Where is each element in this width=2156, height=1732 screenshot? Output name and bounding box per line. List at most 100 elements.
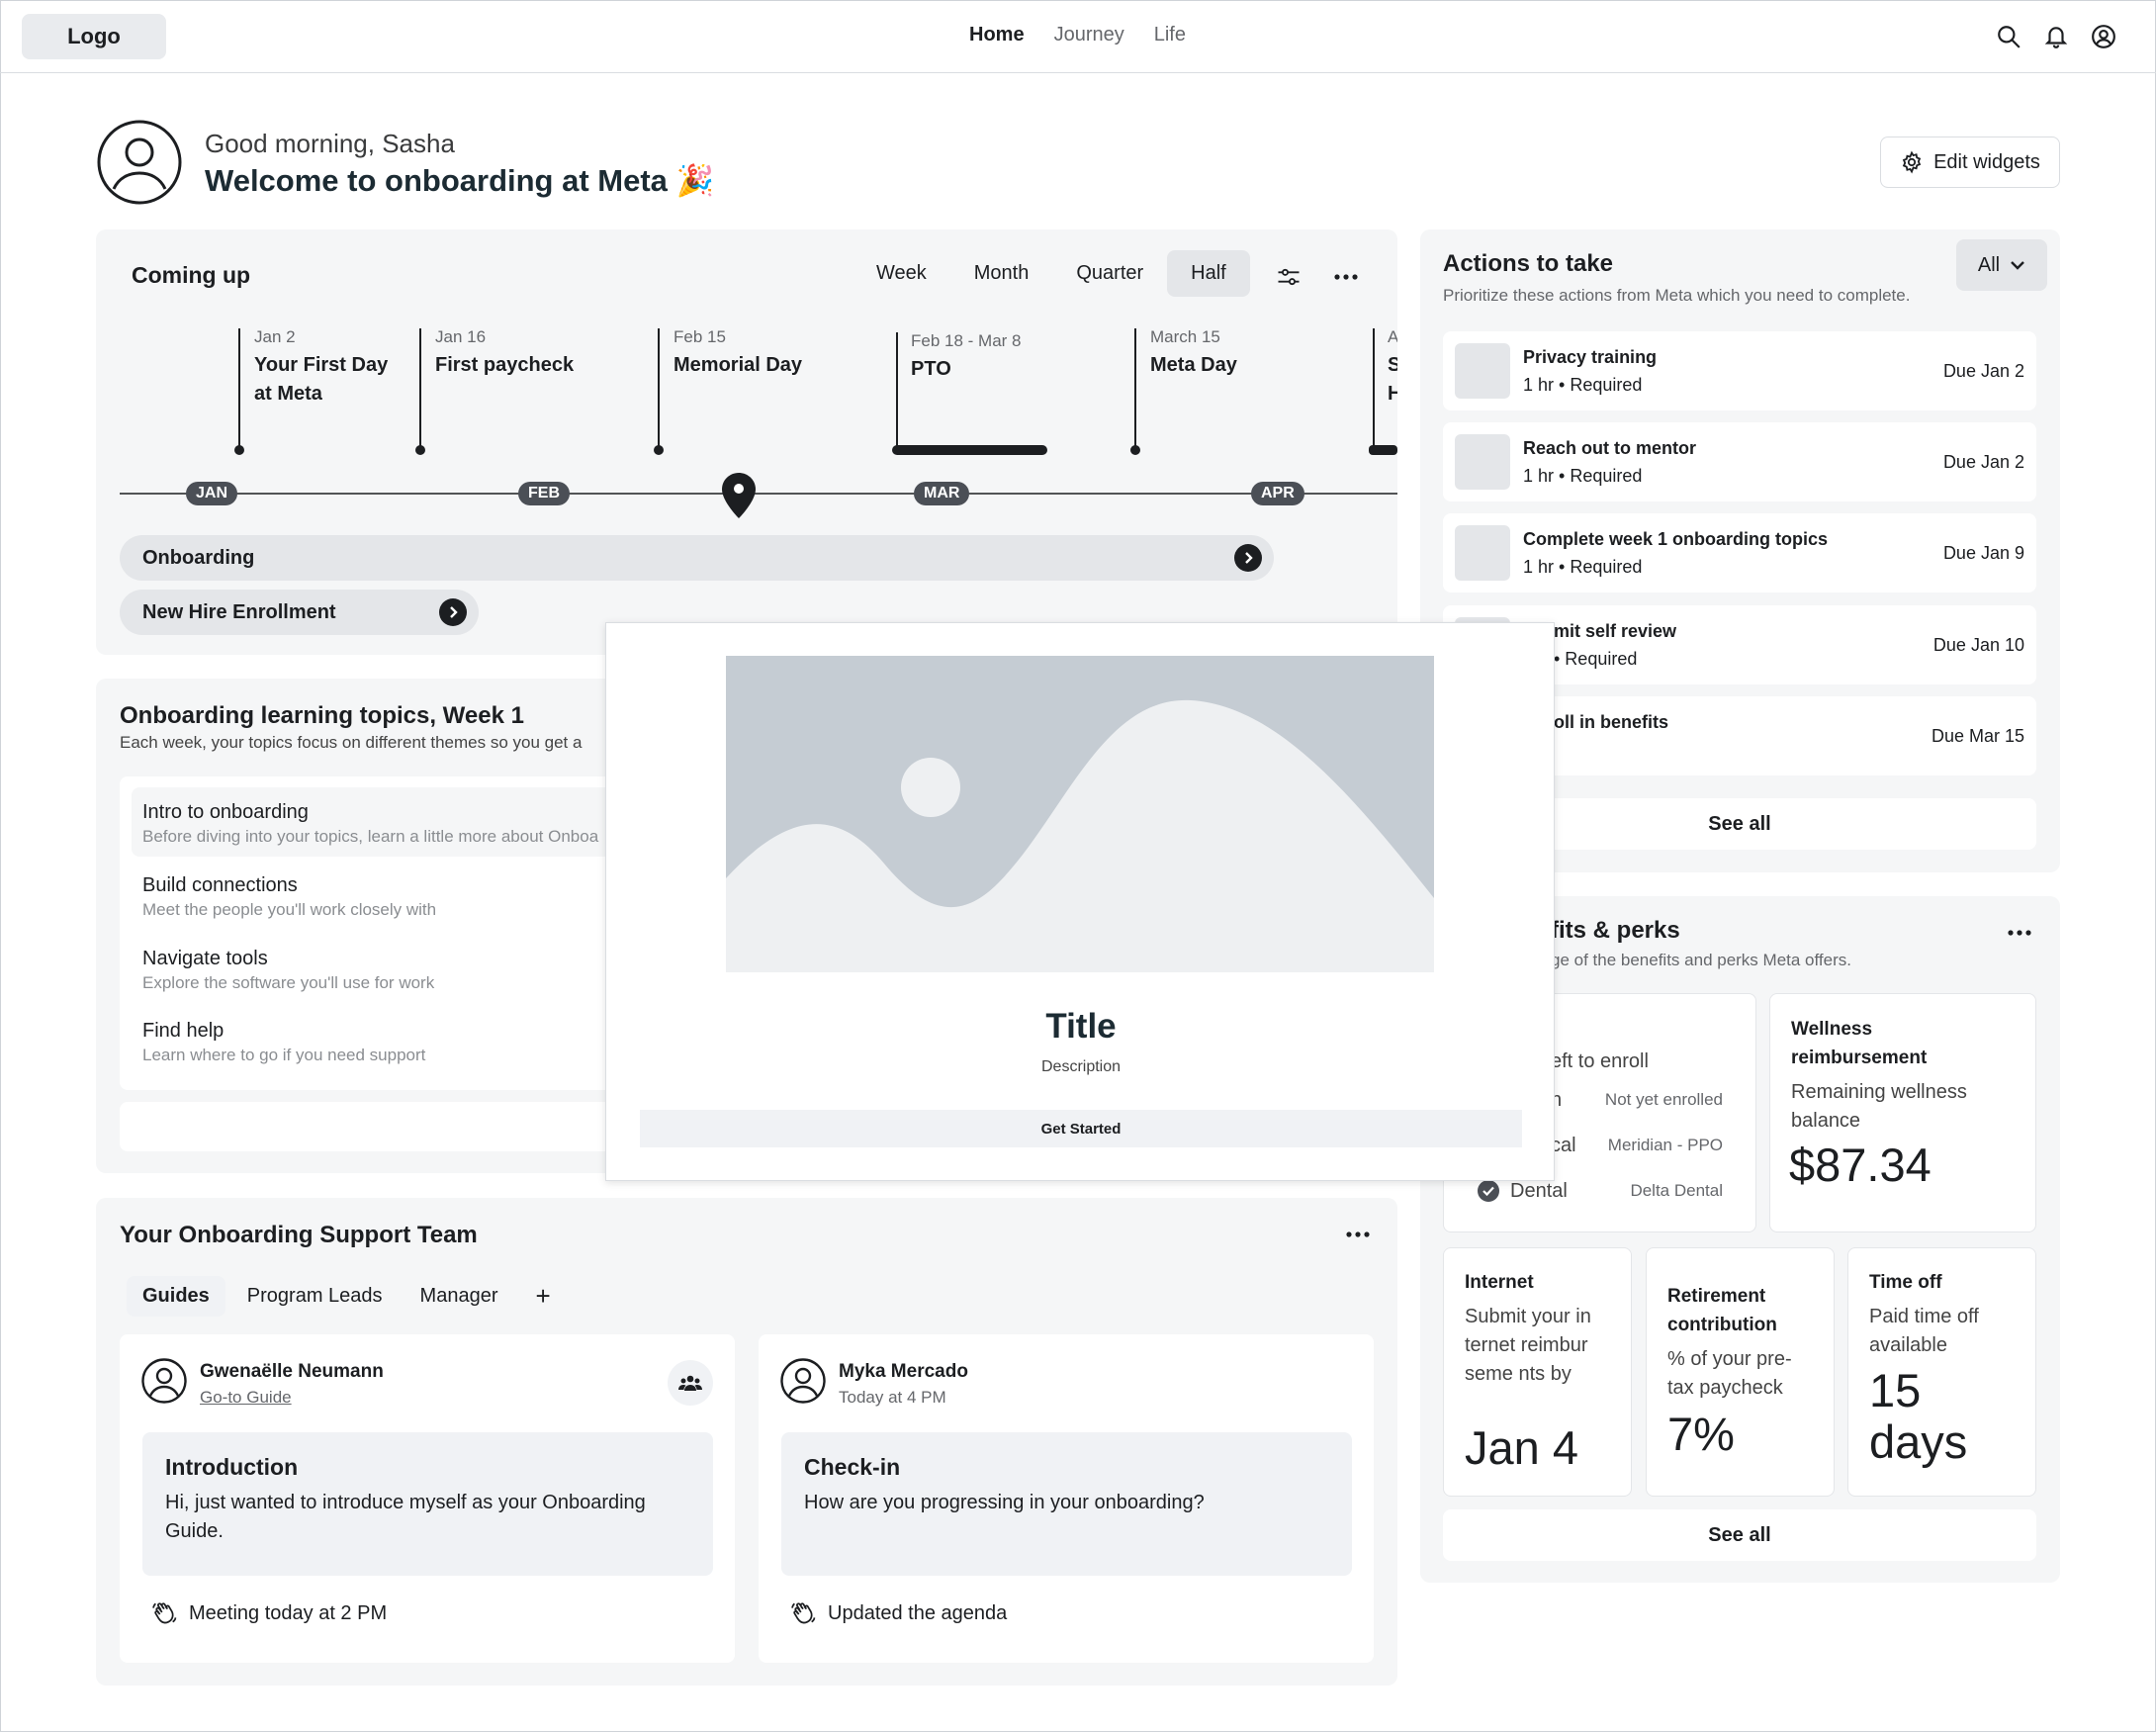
internet-value: Jan 4: [1465, 1421, 1578, 1474]
enroll-row-value: Meridian - PPO: [1607, 1136, 1723, 1154]
action-name: oll in benefits: [1554, 712, 1669, 732]
tab-manager[interactable]: Manager: [419, 1285, 498, 1307]
topic-title[interactable]: Build connections: [142, 874, 298, 896]
internet-body: Submit your internet reimburseme nts by: [1465, 1306, 1591, 1385]
action-meta: 1 hr • Required: [1523, 466, 1643, 486]
month-pill-feb: FEB: [518, 482, 570, 505]
nav-links: Home Journey Life: [969, 24, 1186, 46]
action-item[interactable]: Privacy training 1 hr • Required Due Jan…: [1443, 331, 2036, 410]
event-name[interactable]: Your First Day at Meta: [254, 354, 389, 405]
user-avatar-icon[interactable]: [97, 120, 182, 205]
range-month[interactable]: Month: [973, 262, 1030, 284]
add-tab-button[interactable]: +: [535, 1281, 551, 1311]
message-box: [781, 1432, 1352, 1576]
enroll-row-value: Not yet enrolled: [1604, 1090, 1723, 1109]
benefits-subtitle: ge of the benefits and perks Meta offers…: [1551, 951, 1851, 969]
get-started-button[interactable]: Get Started: [640, 1110, 1522, 1147]
person-name[interactable]: Gwenaëlle Neumann: [200, 1361, 384, 1382]
topic-desc: Before diving into your topics, learn a …: [142, 827, 599, 846]
action-item[interactable]: Reach out to mentor 1 hr • Required Due …: [1443, 422, 2036, 501]
edit-widgets-button[interactable]: Edit widgets: [1880, 137, 2060, 188]
chevron-right-icon[interactable]: [439, 598, 467, 626]
action-item[interactable]: Complete week 1 onboarding topics 1 hr •…: [1443, 513, 2036, 593]
range-quarter[interactable]: Quarter: [1076, 262, 1144, 284]
more-options-icon[interactable]: [2007, 921, 2032, 945]
event-name[interactable]: PTO: [911, 358, 951, 380]
action-thumbnail: [1455, 343, 1510, 399]
onboarding-bar-label: Onboarding: [142, 546, 255, 569]
action-due: Due Jan 2: [1942, 452, 2024, 472]
topic-desc: Meet the people you'll work closely with: [142, 900, 437, 919]
account-icon[interactable]: [2091, 24, 2116, 49]
enrollment-bar-label: New Hire Enrollment: [142, 600, 336, 623]
retirement-body: % of your pre-tax paycheck: [1667, 1348, 1792, 1399]
month-pill-apr: APR: [1251, 482, 1304, 505]
action-thumbnail: [1455, 525, 1510, 581]
enrollment-bar[interactable]: New Hire Enrollment: [120, 590, 479, 635]
group-icon[interactable]: [668, 1360, 713, 1406]
topic-desc: Explore the software you'll use for work: [142, 973, 435, 992]
topic-title[interactable]: Find help: [142, 1020, 225, 1042]
footer-text: Meeting today at 2 PM: [189, 1601, 388, 1624]
enroll-row-value: Delta Dental: [1630, 1181, 1723, 1200]
tab-guides[interactable]: Guides: [127, 1276, 225, 1317]
event-name[interactable]: First paycheck: [435, 354, 575, 376]
search-icon[interactable]: [1996, 24, 2021, 49]
nav-life[interactable]: Life: [1153, 24, 1186, 46]
filter-sliders-icon[interactable]: [1275, 263, 1303, 291]
event-name[interactable]: Meta Day: [1150, 354, 1237, 376]
internet-card[interactable]: [1443, 1247, 1632, 1497]
range-week[interactable]: Week: [876, 262, 927, 284]
retirement-value: 7%: [1667, 1408, 1735, 1460]
wellness-card[interactable]: [1769, 993, 2036, 1232]
enroll-row-label: Dental: [1510, 1180, 1568, 1202]
timeoff-card[interactable]: [1847, 1247, 2036, 1497]
bell-icon[interactable]: [2043, 24, 2069, 49]
avatar-icon[interactable]: [780, 1358, 826, 1404]
person-name[interactable]: Myka Mercado: [839, 1361, 968, 1382]
action-name: Privacy training: [1523, 347, 1658, 367]
actions-subtitle: Prioritize these actions from Meta which…: [1443, 286, 1911, 305]
month-pill-mar: MAR: [914, 482, 970, 505]
topic-title[interactable]: Navigate tools: [142, 948, 268, 969]
nav-home[interactable]: Home: [969, 24, 1025, 46]
topic-title[interactable]: Intro to onboarding: [142, 801, 309, 823]
avatar-icon[interactable]: [141, 1358, 187, 1404]
footer-text: Updated the agenda: [828, 1601, 1008, 1624]
enroll-row-label: n: [1551, 1089, 1563, 1111]
location-pin-icon: [722, 473, 756, 518]
event-name-clipped[interactable]: S H: [1388, 354, 1397, 405]
top-icons: [1996, 24, 2116, 49]
person-role-link[interactable]: Go-to Guide: [200, 1388, 292, 1407]
nav-journey[interactable]: Journey: [1053, 24, 1124, 46]
chevron-right-icon[interactable]: [1234, 544, 1262, 572]
event-date: Feb 15: [674, 327, 726, 346]
gear-icon: [1902, 150, 1922, 174]
event-date: Feb 18 - Mar 8: [911, 331, 1022, 350]
retirement-card[interactable]: [1646, 1247, 1835, 1497]
logo[interactable]: Logo: [22, 14, 166, 59]
action-meta: • Required: [1554, 649, 1638, 669]
actions-filter-dropdown[interactable]: All: [1956, 239, 2047, 291]
wellness-title: Wellness reimbursement: [1791, 1019, 1928, 1068]
message-body: Hi, just wanted to introduce myself as y…: [165, 1492, 646, 1542]
event-date: March 15: [1150, 327, 1220, 346]
support-footer: Meeting today at 2 PM: [151, 1600, 387, 1626]
event-name[interactable]: Memorial Day: [674, 354, 803, 376]
more-options-icon[interactable]: [1345, 1223, 1371, 1246]
retirement-title: Retirement contribution: [1667, 1286, 1777, 1335]
more-options-icon[interactable]: [1333, 265, 1359, 289]
learning-title: Onboarding learning topics, Week 1: [120, 702, 524, 729]
range-selector: Week Month Quarter Half: [853, 250, 1250, 297]
benefits-see-all-button[interactable]: See all: [1443, 1509, 2036, 1561]
coming-up-title: Coming up: [132, 262, 251, 288]
action-meta: 1 hr • Required: [1523, 375, 1643, 395]
landscape-image-icon: [726, 656, 1434, 972]
range-half[interactable]: Half: [1167, 250, 1250, 297]
timeoff-title: Time off: [1869, 1272, 1942, 1293]
event-date-clipped: A: [1388, 327, 1397, 346]
action-due: Due Mar 15: [1931, 726, 2024, 746]
tab-program-leads[interactable]: Program Leads: [246, 1285, 383, 1307]
action-name: mit self review: [1554, 621, 1677, 641]
onboarding-bar[interactable]: Onboarding: [120, 535, 1274, 581]
